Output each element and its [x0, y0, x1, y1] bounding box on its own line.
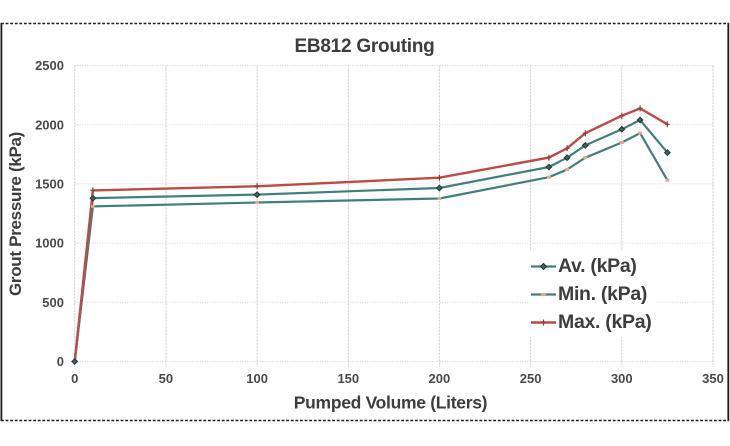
- svg-text:1500: 1500: [35, 177, 64, 192]
- svg-text:Min. (kPa): Min. (kPa): [558, 283, 647, 305]
- svg-text:0: 0: [71, 371, 78, 386]
- svg-text:100: 100: [246, 371, 268, 386]
- svg-text:Max. (kPa): Max. (kPa): [558, 311, 651, 333]
- svg-text:150: 150: [337, 371, 359, 386]
- svg-text:2000: 2000: [35, 117, 64, 132]
- svg-text:0: 0: [57, 354, 64, 369]
- svg-text:2500: 2500: [35, 58, 64, 73]
- svg-text:50: 50: [159, 371, 173, 386]
- svg-text:Grout Pressure (kPa): Grout Pressure (kPa): [6, 132, 25, 296]
- svg-text:Pumped Volume (Liters): Pumped Volume (Liters): [294, 393, 487, 413]
- svg-text:EB812 Grouting: EB812 Grouting: [294, 36, 434, 57]
- svg-text:500: 500: [42, 295, 64, 310]
- svg-text:Av. (kPa): Av. (kPa): [558, 255, 637, 277]
- svg-text:1000: 1000: [35, 236, 64, 251]
- svg-text:200: 200: [429, 371, 451, 386]
- svg-text:250: 250: [520, 371, 542, 386]
- svg-text:300: 300: [611, 371, 633, 386]
- svg-text:350: 350: [702, 371, 724, 386]
